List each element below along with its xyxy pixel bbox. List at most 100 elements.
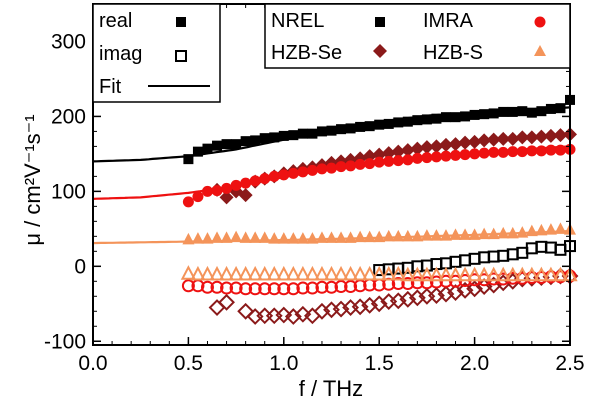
hzb-s-real-point	[363, 230, 376, 243]
hzb-s-real-point	[439, 229, 452, 241]
y-tick-label: 300	[51, 30, 86, 53]
hzb-s-real-point	[230, 230, 243, 243]
imra-real-point	[516, 146, 528, 158]
imra-real-point	[230, 179, 242, 191]
imra-real-point	[182, 196, 194, 208]
hzb-se-real-point	[448, 137, 463, 152]
nrel-real-point	[460, 111, 471, 122]
hzb-s-imag-point	[486, 266, 502, 282]
imra-real-point	[316, 163, 328, 175]
hzb-s-real-point	[277, 232, 290, 244]
hzb-se-real-point	[458, 135, 473, 150]
imra-imag-point	[420, 276, 434, 290]
hzb-s-imag-point	[237, 265, 254, 281]
hzb-s-real-point	[525, 224, 538, 237]
legend-imra-label: IMRA	[423, 10, 474, 32]
hzb-se-imag-point	[246, 308, 264, 325]
nrel-real-point	[278, 130, 289, 141]
hzb-s-real-point	[335, 231, 348, 243]
imra-imag-point	[401, 277, 415, 291]
imra-real-point	[211, 185, 223, 197]
hzb-se-imag-point	[256, 307, 274, 325]
imra-real-point	[249, 175, 261, 187]
nrel-real-point	[555, 103, 566, 114]
hzb-s-real-point	[411, 229, 424, 242]
imra-real-point	[201, 185, 213, 197]
imra-real-point	[354, 158, 366, 170]
imra-imag-point	[229, 281, 243, 295]
imra-real-point	[469, 148, 481, 160]
imra-real-point	[383, 155, 395, 167]
hzb-se-imag-point	[208, 299, 226, 316]
nrel-real-point	[288, 130, 299, 141]
hzb-s-imag-point	[495, 266, 511, 282]
hzb-se-real-point	[429, 139, 444, 154]
imra-imag-point	[210, 280, 224, 294]
hzb-se-real-point	[505, 131, 520, 146]
nrel-real-point	[297, 128, 308, 139]
hzb-se-real-point	[391, 144, 406, 159]
imra-imag-point	[410, 276, 424, 290]
hzb-s-imag-point	[304, 265, 321, 281]
imra-real-point	[192, 191, 204, 203]
imra-real-point	[535, 145, 547, 157]
nrel-real-point	[383, 118, 394, 129]
nrel-real-point	[221, 139, 232, 150]
imra-imag-point	[391, 277, 405, 291]
legend: real imag Fit NREL HZB-Se IMRA HZB-S	[92, 3, 571, 103]
hzb-s-real-point	[249, 231, 262, 243]
imra-real-point	[459, 149, 471, 161]
nrel-imag-point	[449, 255, 462, 268]
hzb-s-imag-point	[209, 265, 225, 281]
hzb-se-real-point	[524, 130, 539, 145]
nrel-real-point	[545, 103, 556, 114]
nrel-real-point	[536, 106, 547, 117]
nrel-real-point	[240, 136, 251, 147]
hzb-s-real-point	[354, 230, 367, 243]
hzb-s-imag-point	[533, 266, 550, 282]
hzb-se-imag-point	[218, 293, 235, 311]
imra-real-point	[364, 158, 376, 170]
hzb-se-imag-point	[284, 308, 302, 325]
legend-fit-label: Fit	[99, 76, 122, 98]
hzb-s-real-point	[220, 231, 233, 243]
hzb-s-imag-point	[400, 266, 416, 282]
hzb-se-imag-point	[265, 307, 283, 325]
y-tick-label: -100	[44, 330, 86, 353]
imra-imag-point	[286, 282, 300, 296]
hzb-s-imag-point	[543, 266, 559, 282]
nrel-real-point	[469, 109, 480, 120]
imra-real-point	[306, 164, 318, 176]
imra-real-point	[497, 146, 509, 158]
hzb-s-real-point	[239, 231, 252, 243]
y-tick-label: 0	[74, 255, 86, 278]
nrel-real-point	[336, 124, 347, 135]
hzb-s-real-point	[287, 232, 300, 244]
hzb-s-real-point	[535, 223, 548, 236]
hzb-se-real-point	[410, 141, 425, 156]
legend-hzb-se-marker	[373, 44, 387, 58]
imra-real-point	[297, 166, 309, 178]
nrel-real-point	[183, 154, 194, 165]
hzb-se-imag-point	[275, 306, 293, 324]
hzb-s-real-point	[506, 226, 519, 239]
nrel-real-point	[526, 107, 537, 118]
hzb-s-real-point	[497, 226, 510, 239]
hzb-s-real-point	[449, 228, 462, 240]
nrel-real-point	[488, 108, 499, 119]
hzb-se-imag-point	[370, 295, 388, 313]
hzb-s-real-point	[258, 231, 271, 243]
imra-real-point	[421, 152, 433, 164]
hzb-se-real-point	[515, 130, 530, 145]
nrel-real-point	[250, 135, 261, 146]
legend-imag-label: imag	[99, 43, 142, 65]
imra-real-point	[335, 161, 347, 173]
hzb-se-real-point	[381, 146, 396, 161]
imra-real-point	[554, 144, 566, 156]
nrel-imag-point	[478, 251, 491, 264]
hzb-s-real-point	[315, 231, 328, 243]
legend-real-label: real	[99, 10, 132, 32]
hzb-s-real-point	[554, 222, 567, 234]
x-tick-label: 0.0	[78, 352, 107, 375]
nrel-real-point	[517, 106, 528, 117]
